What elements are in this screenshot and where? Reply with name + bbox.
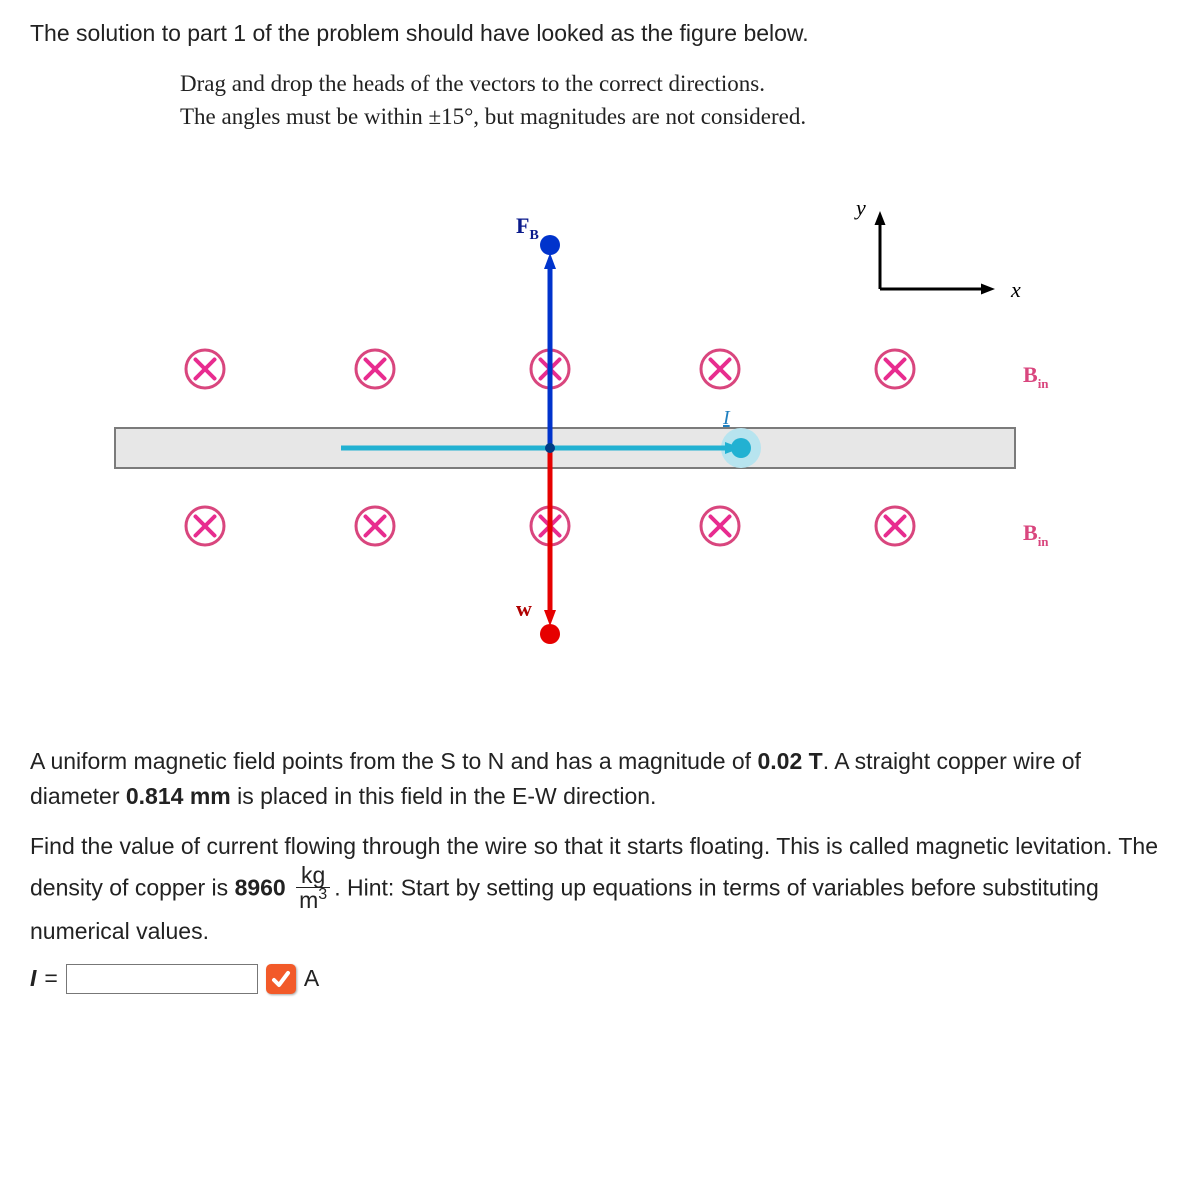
check-icon bbox=[271, 969, 291, 989]
field-into-page-marker bbox=[701, 350, 739, 388]
current-input[interactable] bbox=[66, 964, 258, 994]
svg-text:y: y bbox=[854, 195, 866, 220]
density-unit-fraction: kg m3 bbox=[296, 863, 330, 912]
field-into-page-marker bbox=[186, 350, 224, 388]
current-label: I bbox=[722, 407, 731, 429]
answer-unit: A bbox=[304, 965, 319, 992]
magnetic-force-vector[interactable] bbox=[540, 235, 560, 448]
answer-symbol: I bbox=[30, 965, 36, 992]
text: is placed in this field in the E-W direc… bbox=[231, 783, 657, 809]
field-into-page-marker bbox=[356, 350, 394, 388]
field-into-page-marker bbox=[876, 350, 914, 388]
field-into-page-marker bbox=[876, 507, 914, 545]
weight-vector[interactable] bbox=[540, 448, 560, 644]
vector-origin-dot bbox=[545, 443, 555, 453]
fb-label: FB bbox=[516, 213, 539, 243]
axes: xy bbox=[854, 195, 1021, 302]
field-into-page-marker bbox=[356, 507, 394, 545]
magnitude-value: 0.02 T bbox=[757, 748, 822, 774]
text: A uniform magnetic field points from the… bbox=[30, 748, 757, 774]
intro-text: The solution to part 1 of the problem sh… bbox=[30, 20, 1170, 47]
instruction-line-2: The angles must be within ±15°, but magn… bbox=[180, 104, 806, 129]
svg-text:x: x bbox=[1010, 277, 1021, 302]
w-label: w bbox=[516, 596, 532, 621]
field-into-page-marker bbox=[701, 507, 739, 545]
instruction-block: Drag and drop the heads of the vectors t… bbox=[180, 67, 1110, 134]
field-into-page-marker bbox=[186, 507, 224, 545]
density-value: 8960 bbox=[235, 874, 286, 900]
diameter-value: 0.814 mm bbox=[126, 783, 231, 809]
check-answer-button[interactable] bbox=[266, 964, 296, 994]
frac-denominator: m3 bbox=[296, 887, 330, 912]
b-in-label: Bin bbox=[1023, 520, 1049, 549]
answer-row: I = A bbox=[30, 964, 1170, 994]
problem-statement: A uniform magnetic field points from the… bbox=[30, 744, 1170, 950]
instruction-line-1: Drag and drop the heads of the vectors t… bbox=[180, 71, 765, 96]
answer-equals: = bbox=[44, 965, 57, 992]
frac-numerator: kg bbox=[296, 863, 330, 887]
b-in-label: Bin bbox=[1023, 362, 1049, 391]
vector-diagram[interactable]: xyIFBwBinBin bbox=[105, 164, 1095, 684]
